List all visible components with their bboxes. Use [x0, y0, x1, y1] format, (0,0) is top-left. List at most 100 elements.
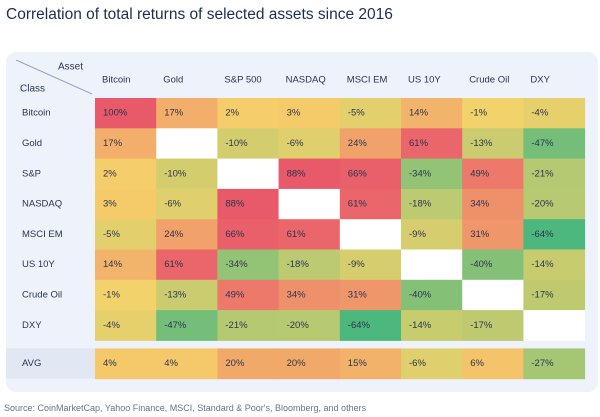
average-row-cell-avg-6: [462, 348, 524, 380]
heatmap-row-value-msci-em-1: 24%: [164, 229, 184, 240]
heatmap-row-cell-msci-em-3: [278, 219, 341, 250]
heatmap-row-value-gold-5: 61%: [409, 138, 429, 149]
average-row-cell-avg-4: [339, 348, 402, 380]
column-header-dxy: DXY: [530, 75, 550, 86]
heatmap-row-value-crude-oil-0: -1%: [103, 289, 120, 300]
heatmap-row-value-crude-oil-5: -40%: [409, 289, 432, 300]
heatmap-row-cell-bitcoin-2: [217, 98, 280, 129]
heatmap-row-cell-dxy-4: [339, 310, 402, 341]
average-row-value-avg-3: 20%: [287, 358, 307, 369]
average-row-value-avg-1: 4%: [164, 358, 178, 369]
heatmap-row-cell-dxy-3: [278, 310, 341, 341]
heatmap-row-value-s-p-0: 2%: [103, 168, 117, 179]
heatmap-row-value-crude-oil-7: -17%: [531, 289, 554, 300]
average-row-value-avg-6: 6%: [470, 358, 484, 369]
heatmap-row-cell-msci-em-6: [462, 219, 524, 250]
heatmap-row-value-crude-oil-1: -13%: [164, 289, 187, 300]
heatmap-row-cell-s-p-6: [462, 158, 524, 190]
heatmap-row-cell-nasdaq-0: [95, 188, 157, 220]
heatmap-row-cell-nasdaq-3: [278, 188, 341, 220]
heatmap-row-value-s-p-5: -34%: [409, 168, 432, 179]
heatmap-row-cell-s-p-5: [401, 158, 463, 190]
heatmap-row-cell-crude-oil-5: [401, 279, 463, 311]
heatmap-row-value-msci-em-6: 31%: [470, 229, 490, 240]
heatmap-row-cell-crude-oil-6: [462, 279, 524, 311]
heatmap-row-cell-gold-3: [278, 128, 341, 160]
average-row-cell-avg-3: [278, 348, 341, 380]
average-row-cell-avg-1: [156, 348, 218, 380]
heatmap-row-value-msci-em-5: -9%: [409, 229, 426, 240]
column-header-msci-em: MSCI EM: [347, 75, 388, 86]
average-row-cell-avg-7: [523, 348, 586, 380]
column-header-nasdaq: NASDAQ: [286, 75, 326, 86]
heatmap-row-value-crude-oil-2: 49%: [225, 289, 245, 300]
heatmap-row-value-msci-em-7: -64%: [531, 229, 554, 240]
heatmap-row-value-s-p-1: -10%: [164, 168, 187, 179]
heatmap-row-cell-crude-oil-1: [156, 279, 218, 311]
heatmap-row-cell-gold-1: [156, 128, 218, 160]
correlation-heatmap: Asset Class Bitcoin Gold S&P 500 NASDAQ MSCI E…: [6, 59, 586, 380]
heatmap-row-value-us-10y-6: -40%: [470, 259, 493, 270]
heatmap-row-cell-crude-oil-0: [95, 279, 157, 311]
heatmap-row-cell-bitcoin-5: [401, 98, 463, 129]
average-row-value-avg-2: 20%: [225, 358, 245, 369]
heatmap-row-value-s-p-7: -21%: [531, 168, 554, 179]
column-header-us-10y: US 10Y: [408, 75, 441, 86]
heatmap-row-value-dxy-5: -14%: [409, 320, 432, 331]
heatmap-row-value-us-10y-1: 61%: [164, 259, 184, 270]
heatmap-row-value-gold-2: -10%: [225, 138, 248, 149]
heatmap-row-cell-dxy-5: [401, 310, 463, 341]
heatmap-row-label-bitcoin: Bitcoin: [22, 108, 51, 119]
heatmap-row-cell-msci-em-5: [401, 219, 463, 250]
heatmap-row-cell-us-10y-5: [401, 249, 463, 281]
heatmap-row-label-msci-em: MSCI EM: [22, 229, 63, 240]
heatmap-row-value-bitcoin-1: 17%: [164, 108, 184, 119]
heatmap-row-cell-gold-4: [339, 128, 402, 160]
heatmap-row-value-nasdaq-2: 88%: [225, 199, 245, 210]
column-header-crude-oil: Crude Oil: [469, 75, 509, 86]
heatmap-row-cell-gold-7: [523, 128, 586, 160]
heatmap-row-value-crude-oil-4: 31%: [348, 289, 368, 300]
heatmap-row-cell-nasdaq-5: [401, 188, 463, 220]
heatmap-row-value-bitcoin-7: -4%: [531, 108, 548, 119]
heatmap-row-value-us-10y-3: -18%: [287, 259, 310, 270]
heatmap-row-cell-dxy-6: [462, 310, 524, 341]
heatmap-row-cell-us-10y-1: [156, 249, 218, 281]
heatmap-row-value-nasdaq-7: -20%: [531, 199, 554, 210]
heatmap-row-cell-msci-em-2: [217, 219, 280, 250]
corner-label-class: Class: [20, 84, 45, 95]
average-row-label-bg: [6, 348, 96, 379]
average-row-cell-avg-2: [217, 348, 280, 380]
heatmap-row-value-dxy-1: -47%: [164, 320, 187, 331]
heatmap-row-cell-msci-em-1: [156, 219, 218, 250]
heatmap-row-cell-nasdaq-1: [156, 188, 218, 220]
column-header-bitcoin: Bitcoin: [102, 75, 131, 86]
heatmap-row-value-bitcoin-6: -1%: [470, 108, 487, 119]
source-note: Source: CoinMarketCap, Yahoo Finance, MS…: [4, 403, 367, 413]
heatmap-row-value-bitcoin-3: 3%: [287, 108, 301, 119]
heatmap-row-value-dxy-4: -64%: [348, 320, 371, 331]
heatmap-row-value-msci-em-3: 61%: [287, 229, 307, 240]
heatmap-row-cell-nasdaq-4: [339, 188, 402, 220]
heatmap-row-cell-bitcoin-3: [278, 98, 341, 129]
heatmap-row-value-nasdaq-5: -18%: [409, 199, 432, 210]
heatmap-row-label-s-p: S&P: [22, 168, 41, 179]
heatmap-row-value-msci-em-2: 66%: [225, 229, 245, 240]
heatmap-row-cell-us-10y-3: [278, 249, 341, 281]
heatmap-row-value-gold-0: 17%: [103, 138, 123, 149]
heatmap-row-cell-dxy-0: [95, 310, 157, 341]
heatmap-row-cell-gold-0: [95, 128, 157, 160]
corner-divider-line: [15, 59, 93, 95]
heatmap-row-value-gold-6: -13%: [470, 138, 493, 149]
heatmap-row-cell-msci-em-7: [523, 219, 586, 250]
column-header-gold: Gold: [163, 75, 183, 86]
heatmap-row-cell-bitcoin-6: [462, 98, 524, 129]
heatmap-row-cell-dxy-2: [217, 310, 280, 341]
heatmap-row-cell-us-10y-2: [217, 249, 280, 281]
heatmap-row-cell-bitcoin-1: [156, 98, 218, 129]
average-row-label-avg: AVG: [22, 358, 41, 369]
heatmap-row-value-bitcoin-5: 14%: [409, 108, 429, 119]
heatmap-row-value-nasdaq-6: 34%: [470, 199, 490, 210]
heatmap-row-cell-gold-6: [462, 128, 524, 160]
heatmap-row-cell-msci-em-0: [95, 219, 157, 250]
